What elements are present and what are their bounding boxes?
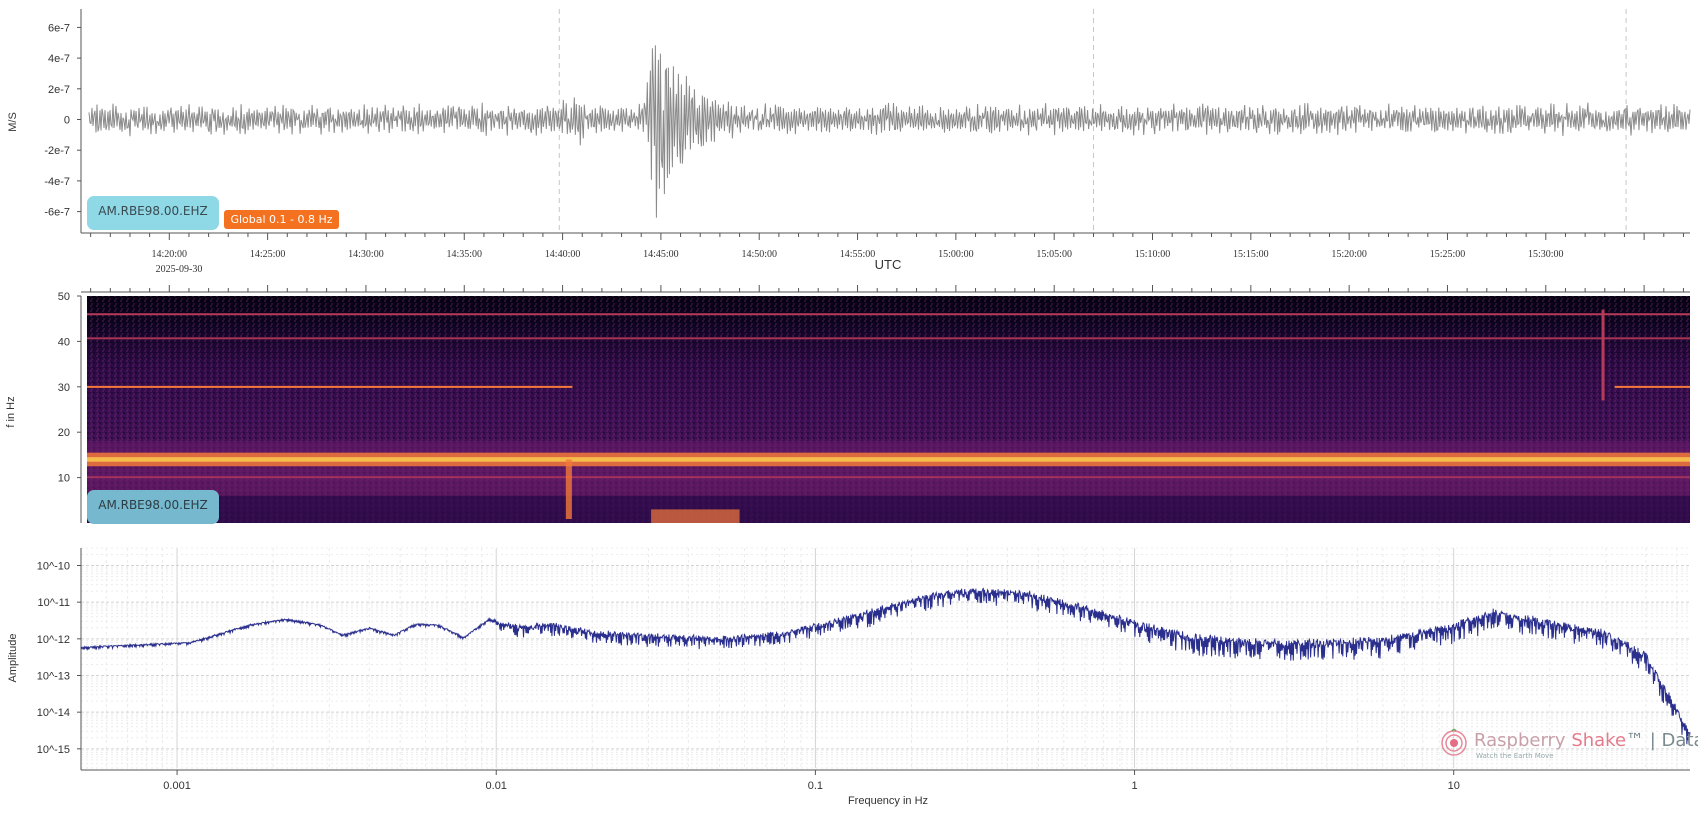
brand-part1: Raspberry — [1474, 730, 1572, 751]
x-tick-label: 15:10:00 — [1135, 249, 1171, 260]
spectrogram-bands — [87, 309, 1690, 523]
seismogram-y-label: M/S — [7, 112, 19, 132]
seismogram-y-ticks: 6e-7 4e-7 2e-7 0 -2e-7 -4e-7 -6e-7 — [44, 22, 81, 219]
filter-badge: Global 0.1 - 0.8 Hz — [224, 210, 339, 229]
x-tick-label: 14:55:00 — [840, 249, 876, 260]
spectrogram-station-badge: AM.RBE98.00.EHZ — [87, 490, 219, 524]
spectrogram-spike-column — [1601, 309, 1605, 401]
y-tick-label: -2e-7 — [44, 145, 70, 157]
spectrogram-band-bottom — [87, 495, 1690, 523]
y-tick-label: 10^-14 — [37, 707, 70, 719]
y-tick-label: 40 — [58, 336, 70, 348]
spectrogram-band-30hz-right — [1614, 385, 1690, 388]
brand-text: Raspberry Shake™ | DataView — [1474, 730, 1698, 751]
y-tick-label: 30 — [58, 382, 70, 394]
x-tick-label: 14:50:00 — [741, 249, 777, 260]
seismogram-x-ticks: 14:20:00 14:25:00 14:30:00 14:35:00 14:40:00… — [90, 233, 1684, 260]
spectrogram-event-column — [565, 459, 572, 519]
y-tick-label: 10^-15 — [37, 744, 70, 756]
x-tick-label: 15:00:00 — [938, 249, 974, 260]
spectrogram-band-14hz-core — [87, 457, 1690, 462]
x-tick-label: 15:20:00 — [1331, 249, 1367, 260]
y-tick-label: 10^-12 — [37, 634, 70, 646]
spectrogram-band-lowfreq — [87, 441, 1690, 496]
spectrum-y-label: Amplitude — [7, 634, 19, 683]
raspberry-shake-icon — [1441, 728, 1467, 756]
spectrum-x-ticks: 0.001 0.01 0.1 1 10 — [163, 770, 1460, 792]
station-badge: AM.RBE98.00.EHZ — [87, 196, 219, 230]
y-tick-label: 50 — [58, 291, 70, 303]
y-tick-label: 2e-7 — [48, 84, 70, 96]
brand-part3: ™ | DataView — [1626, 730, 1698, 751]
x-tick-label: 14:35:00 — [446, 249, 482, 260]
x-tick-label: 14:30:00 — [348, 249, 384, 260]
y-tick-label: -4e-7 — [44, 176, 70, 188]
y-tick-label: 10^-10 — [37, 560, 70, 572]
spectrogram-band-30hz-left — [87, 385, 573, 388]
x-tick-label: 14:40:00 — [545, 249, 581, 260]
spectrogram-lowfreq-burst — [651, 509, 740, 523]
y-tick-label: 4e-7 — [48, 53, 70, 65]
y-tick-label: -6e-7 — [44, 207, 70, 219]
seismogram-trace — [88, 45, 1691, 218]
y-tick-label: 6e-7 — [48, 22, 70, 34]
spectrogram-panel: 50 40 30 20 10 f in Hz — [5, 285, 1690, 523]
y-tick-label: 10 — [58, 473, 70, 485]
spectrogram-band-10hz — [87, 476, 1690, 479]
x-tick-label: 1 — [1131, 780, 1137, 792]
spectrogram-y-ticks: 50 40 30 20 10 — [58, 291, 81, 485]
spectrum-grid — [80, 547, 1690, 769]
spectrogram-band-41hz — [87, 337, 1690, 340]
x-tick-label: 0.1 — [808, 780, 823, 792]
y-tick-label: 10^-11 — [38, 597, 70, 609]
x-tick-label: 14:20:00 — [152, 249, 188, 260]
raspberry-shake-logo: Raspberry Shake™ | DataView Watch the Ea… — [1440, 728, 1698, 764]
y-tick-label: 20 — [58, 427, 70, 439]
spectrogram-band-46hz — [87, 313, 1690, 316]
brand-part2: Shake — [1571, 730, 1627, 751]
seismogram-panel: 6e-74e-72e-70-2e-7-4e-7-6e-7 14:20:00 14:… — [7, 9, 1691, 275]
spectrum-x-label: Frequency in Hz — [848, 795, 928, 807]
x-tick-label: 15:30:00 — [1528, 249, 1564, 260]
x-tick-label: 15:15:00 — [1233, 249, 1269, 260]
x-tick-label: 15:25:00 — [1430, 249, 1466, 260]
y-tick-label: 0 — [64, 115, 70, 127]
seismogram-date-label: 2025-09-30 — [156, 264, 203, 275]
spectrum-panel: 10^-10 10^-11 10^-12 10^-13 10^-14 10^-15 0.0… — [7, 547, 1691, 807]
x-tick-label: 14:45:00 — [643, 249, 679, 260]
seismogram-x-label: UTC — [875, 257, 902, 272]
x-tick-label: 15:05:00 — [1036, 249, 1072, 260]
x-tick-label: 0.01 — [486, 780, 507, 792]
x-tick-label: 10 — [1448, 780, 1460, 792]
spectrogram-top-ticks — [90, 285, 1684, 292]
spectrum-trace — [80, 587, 1691, 745]
x-tick-label: 0.001 — [163, 780, 191, 792]
spectrogram-y-label: f in Hz — [5, 396, 17, 427]
brand-tagline: Watch the Earth Move — [1476, 752, 1554, 760]
y-tick-label: 10^-13 — [37, 670, 70, 682]
spectrum-y-ticks: 10^-10 10^-11 10^-12 10^-13 10^-14 10^-15 — [37, 560, 81, 756]
x-tick-label: 14:25:00 — [250, 249, 286, 260]
